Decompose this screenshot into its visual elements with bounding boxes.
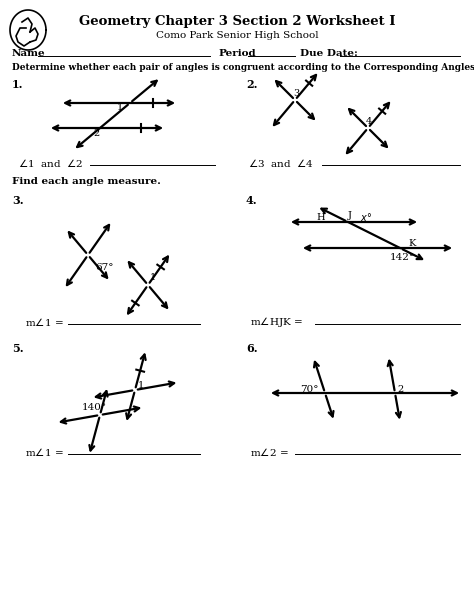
Text: 3: 3 <box>293 89 299 99</box>
Text: Name: Name <box>12 50 46 58</box>
Text: $\angle$3  and  $\angle$4: $\angle$3 and $\angle$4 <box>248 157 314 169</box>
Text: 5.: 5. <box>12 343 24 354</box>
Text: $\angle$1  and  $\angle$2: $\angle$1 and $\angle$2 <box>18 157 83 169</box>
Text: 1: 1 <box>117 102 123 112</box>
Text: 2: 2 <box>93 129 99 137</box>
Text: J: J <box>348 210 352 219</box>
Text: 4: 4 <box>366 118 372 126</box>
Text: Determine whether each pair of angles is congruent according to the Correspondin: Determine whether each pair of angles is… <box>12 64 474 72</box>
Text: Find each angle measure.: Find each angle measure. <box>12 178 161 186</box>
Text: m$\angle$1 =: m$\angle$1 = <box>25 316 64 328</box>
Text: 1: 1 <box>138 381 144 389</box>
Text: Como Park Senior High School: Como Park Senior High School <box>155 31 319 39</box>
Text: Due Date:: Due Date: <box>300 50 358 58</box>
Text: 6.: 6. <box>246 343 258 354</box>
Text: 142°: 142° <box>390 254 415 262</box>
Text: 2.: 2. <box>246 78 257 89</box>
Text: Geometry Chapter 3 Section 2 Worksheet I: Geometry Chapter 3 Section 2 Worksheet I <box>79 15 395 28</box>
Text: Period: Period <box>218 50 255 58</box>
Text: K: K <box>408 238 415 248</box>
Text: m$\angle$HJK =: m$\angle$HJK = <box>250 315 303 329</box>
Text: m$\angle$2 =: m$\angle$2 = <box>250 446 289 458</box>
Text: H: H <box>316 213 325 221</box>
Text: 3.: 3. <box>12 194 24 205</box>
Text: 140°: 140° <box>82 403 107 413</box>
Text: 4.: 4. <box>246 194 258 205</box>
Text: 1.: 1. <box>12 78 24 89</box>
Text: m$\angle$1 =: m$\angle$1 = <box>25 446 64 458</box>
Text: 2: 2 <box>397 386 403 395</box>
Text: 70°: 70° <box>300 386 319 395</box>
Text: 67°: 67° <box>95 264 113 273</box>
Text: $x°$: $x°$ <box>360 211 372 223</box>
Text: 1: 1 <box>150 273 156 283</box>
